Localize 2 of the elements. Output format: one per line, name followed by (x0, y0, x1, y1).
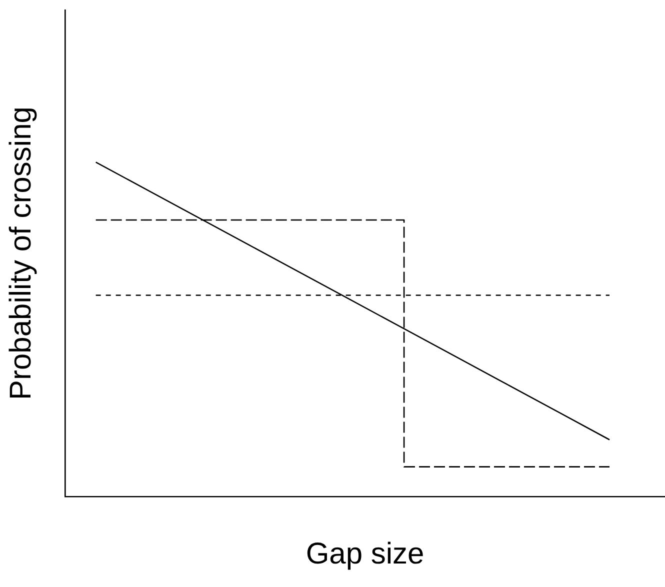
y-axis-title: Probability of crossing (4, 106, 38, 400)
x-axis-title: Gap size (306, 537, 424, 570)
